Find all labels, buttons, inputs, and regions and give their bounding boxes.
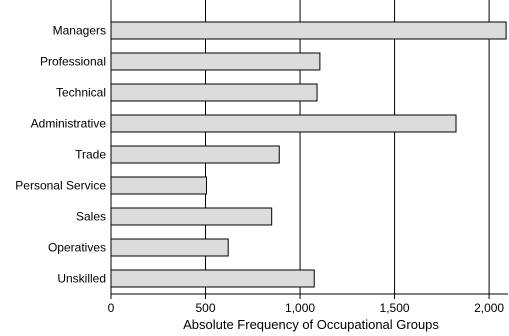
bar: [110, 207, 273, 226]
category-label: Personal Service: [15, 179, 106, 193]
category-label: Professional: [40, 55, 106, 69]
bar: [110, 21, 507, 40]
bar: [110, 83, 318, 102]
x-tick-label: 2,000: [474, 301, 504, 315]
bar: [110, 52, 321, 71]
category-label: Unskilled: [57, 272, 106, 286]
category-label: Administrative: [31, 117, 107, 131]
bar: [110, 238, 229, 257]
axes: [110, 0, 508, 295]
category-label: Operatives: [48, 241, 106, 255]
bars: [110, 21, 507, 288]
category-label: Managers: [53, 24, 106, 38]
bar: [110, 114, 457, 133]
x-tick-label: 1,000: [285, 301, 315, 315]
bar: [110, 145, 280, 164]
category-labels: Managers Professional Technical Administrat…: [15, 24, 106, 286]
x-tick-label: 0: [108, 301, 115, 315]
x-tick-label: 1,500: [380, 301, 410, 315]
x-axis-title: Absolute Frequency of Occupational Group…: [183, 317, 439, 332]
category-label: Sales: [76, 210, 106, 224]
bar: [110, 269, 315, 288]
bar: [110, 176, 207, 195]
x-tick-labels: 0 500 1,000 1,500 2,000: [108, 294, 504, 315]
category-label: Technical: [56, 86, 106, 100]
x-tick-label: 500: [196, 301, 216, 315]
category-label: Trade: [75, 148, 106, 162]
